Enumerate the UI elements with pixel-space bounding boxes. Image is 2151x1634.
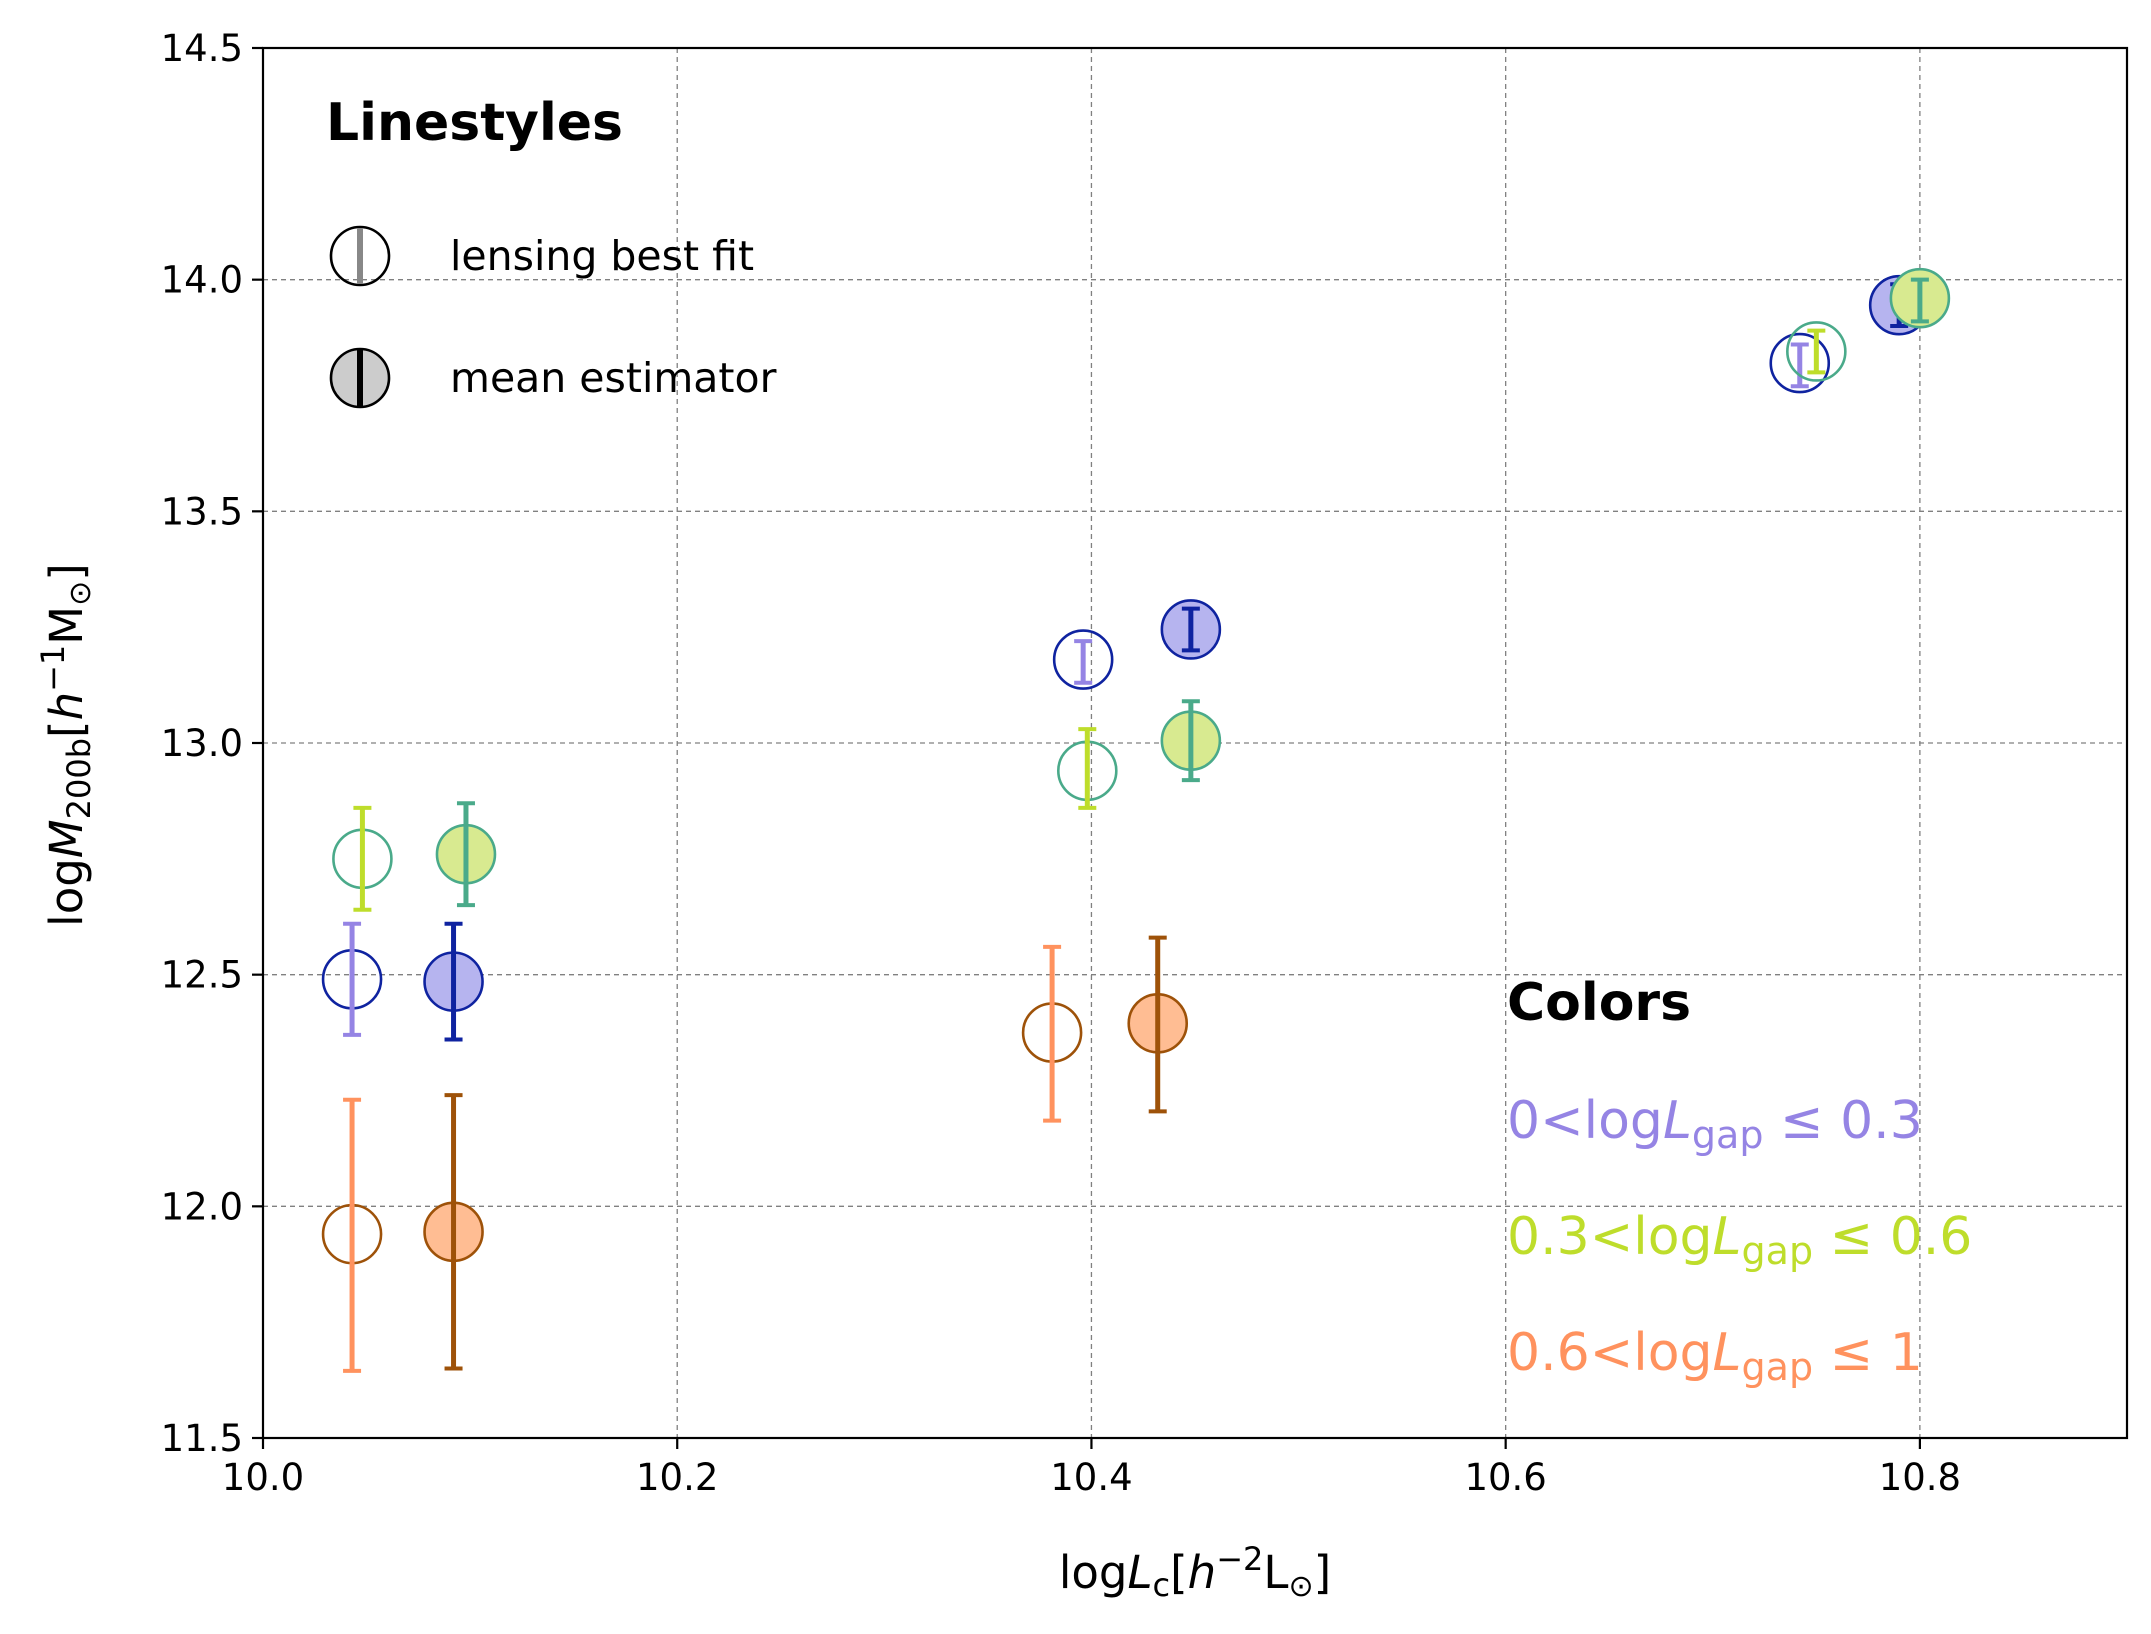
colors-legend-title: Colors [1507,973,1691,1033]
mean-estimator-point [423,921,484,1042]
color-legend-entry-2: 0.3<logLgap ≤ 0.6 [1507,1207,1972,1273]
legend-mean-label: mean estimator [450,354,777,402]
x-tick-label: 10.6 [1464,1456,1546,1499]
color-legend-entry-1: 0<logLgap ≤ 0.3 [1507,1091,1923,1157]
y-axis-label: logM200b[h−1M⊙] [34,563,98,927]
legend-lensing-label: lensing best fit [450,232,754,280]
y-tick-label: 13.0 [161,722,243,765]
linestyles-legend-title: Linestyles [326,93,623,153]
y-tick-label: 11.5 [161,1417,243,1460]
lensing-best-fit-point [1769,332,1831,394]
x-axis-ticks: 10.0 10.2 10.4 10.6 10.8 [222,1438,1961,1499]
data-markers [321,267,1951,1373]
mean-estimator-point [1160,599,1222,660]
y-axis-ticks: 11.5 12.0 12.5 13.0 13.5 14.0 14.5 [161,27,263,1460]
x-tick-label: 10.8 [1879,1456,1961,1499]
mean-estimator-point [423,1093,484,1371]
y-tick-label: 13.5 [161,490,243,533]
colors-legend: Colors 0<logLgap ≤ 0.3 0.3<logLgap ≤ 0.6… [1507,973,1972,1389]
mean-estimator-point [1127,935,1189,1114]
y-tick-label: 12.0 [161,1185,243,1228]
lensing-best-fit-point [321,1097,383,1373]
lensing-best-fit-point [332,805,393,912]
linestyles-legend: Linestyles lensing best fit mean estimat… [326,93,777,409]
marker-circle [1786,321,1847,382]
lensing-best-fit-point [1786,321,1847,382]
mean-estimator-point [435,801,497,908]
x-tick-label: 10.2 [636,1456,718,1499]
legend-filled-marker [329,347,391,409]
x-axis-label: logLc[h−2L⊙] [1059,1540,1331,1604]
marker-circle [1769,332,1831,394]
lensing-best-fit-point [321,921,383,1037]
lensing-best-fit-point [1052,629,1114,690]
mean-estimator-point [1160,699,1222,783]
marker-circle [1052,629,1114,690]
color-legend-entry-3: 0.6<logLgap ≤ 1 [1507,1323,1923,1389]
y-tick-label: 12.5 [161,954,243,997]
x-tick-label: 10.0 [222,1456,304,1499]
x-tick-label: 10.4 [1050,1456,1132,1499]
y-tick-label: 14.0 [161,259,243,302]
lensing-best-fit-point [1057,727,1118,810]
mean-estimator-point [1889,267,1951,329]
lensing-best-fit-point [1021,944,1083,1123]
y-tick-label: 14.5 [161,27,243,70]
legend-open-marker [329,225,391,287]
